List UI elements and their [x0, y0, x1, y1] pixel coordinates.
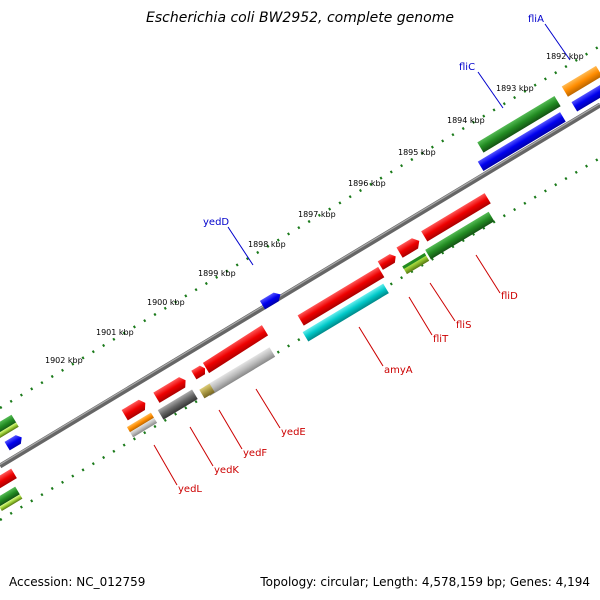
gene-label-yedF: yedF	[243, 448, 267, 459]
gene-fliT	[377, 254, 396, 270]
accession-text: Accession: NC_012759	[9, 575, 146, 589]
gene-fliC	[477, 112, 566, 172]
kbp-label: 1899 kbp	[198, 269, 236, 278]
gene-fliC-green	[477, 95, 561, 153]
gene-yedL	[126, 412, 158, 438]
gene-left-green-2	[0, 486, 23, 512]
gene-label-yedL: yedL	[178, 484, 202, 495]
kbp-label: 1902 kbp	[45, 356, 83, 365]
gene-label-yedK: yedK	[214, 465, 239, 476]
genome-backbone	[0, 102, 600, 469]
gene-yedL-red	[121, 399, 146, 421]
gene-fliS	[396, 238, 420, 258]
genome-title: Escherichia coli BW2952, complete genome	[146, 10, 454, 26]
gene-yedE-red	[202, 325, 269, 374]
gene-labels: fliA fliC yedD fliD fliS fliT amyA yedE …	[178, 14, 544, 495]
gene-left-green	[0, 414, 19, 439]
gene-yedF	[199, 383, 215, 399]
gene-amyA	[302, 283, 389, 342]
gene-yedE	[204, 347, 276, 396]
kbp-label: 1897 kbp	[298, 210, 336, 219]
gene-fliD	[425, 211, 495, 260]
gene-fliA-orange	[561, 65, 600, 97]
kbp-label: 1893 kbp	[496, 84, 534, 93]
gene-fliD-red	[421, 193, 491, 242]
kbp-label: 1898 kbp	[248, 240, 286, 249]
gene-yedK	[157, 389, 198, 420]
gene-left-red	[0, 468, 17, 491]
gene-fliA	[571, 83, 600, 112]
gene-label-amyA: amyA	[384, 365, 413, 376]
kbp-label: 1895 kbp	[398, 148, 436, 157]
gene-amyA-red	[297, 266, 385, 326]
outer-tick-track	[0, 44, 600, 410]
gene-label-fliS: fliS	[456, 320, 471, 331]
gene-left-blue	[4, 435, 22, 451]
gene-fliS-lime	[402, 253, 430, 275]
kbp-label: 1900 kbp	[147, 298, 185, 307]
gene-label-yedE: yedE	[281, 427, 306, 438]
kbp-label: 1892 kbp	[546, 52, 584, 61]
gene-yedF-red	[191, 365, 206, 380]
kbp-label: 1894 kbp	[447, 116, 485, 125]
genome-summary: Topology: circular; Length: 4,578,159 bp…	[260, 575, 590, 589]
gene-label-fliT: fliT	[433, 334, 449, 345]
gene-label-yedD: yedD	[203, 217, 229, 228]
genome-backbone-highlight	[0, 102, 600, 466]
gene-label-fliA: fliA	[528, 14, 544, 25]
kbp-label: 1896 kbp	[348, 179, 386, 188]
gene-yedD	[259, 292, 281, 310]
gene-yedK-red	[153, 377, 186, 403]
reverse-strand-genes	[0, 193, 495, 512]
kbp-ruler: 1892 kbp 1893 kbp 1894 kbp 1895 kbp 1896…	[45, 52, 584, 365]
kbp-label: 1901 kbp	[96, 328, 134, 337]
gene-label-fliC: fliC	[459, 62, 475, 73]
gene-label-fliD: fliD	[501, 291, 518, 302]
label-leaders	[153, 23, 571, 486]
forward-strand-genes	[0, 65, 600, 451]
